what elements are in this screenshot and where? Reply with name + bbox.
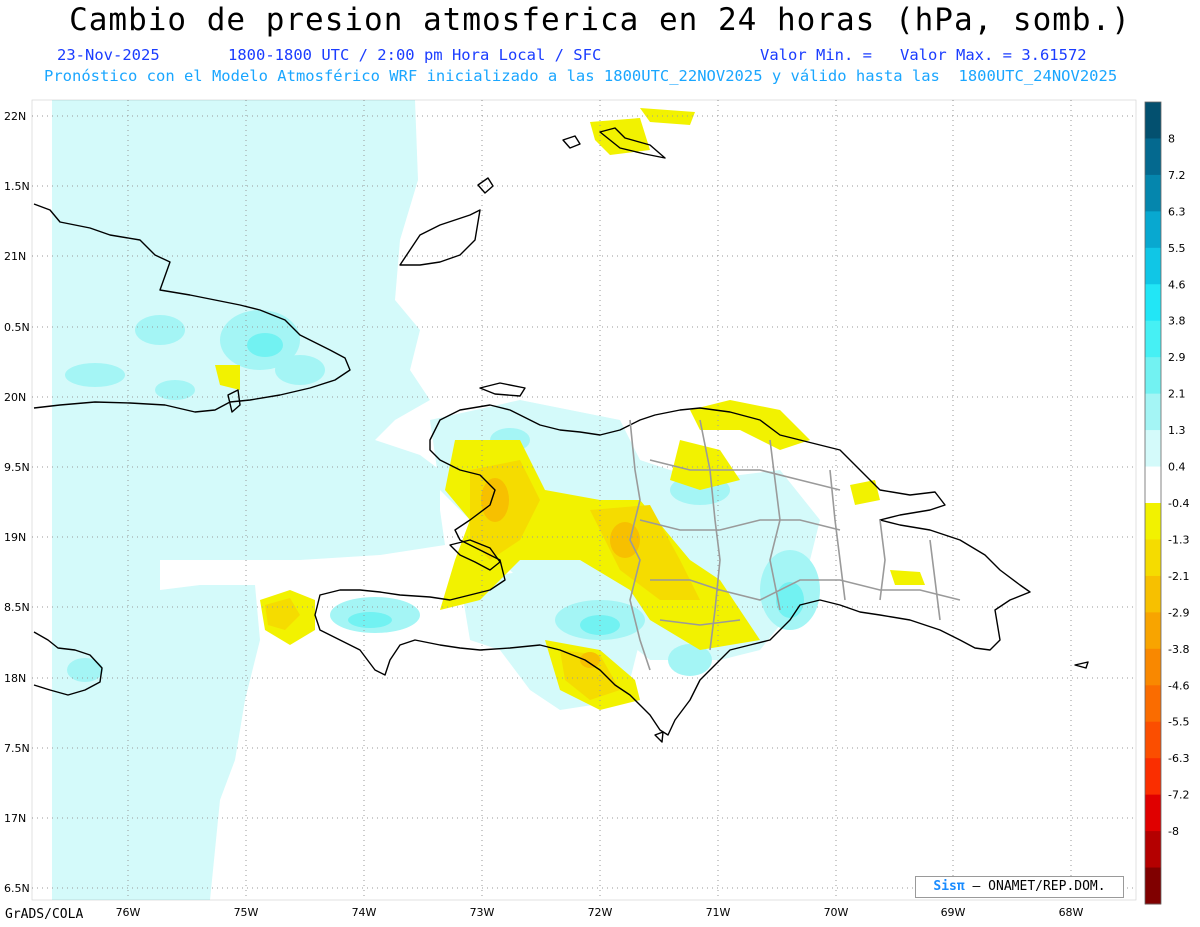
lat-labels: 22N 1.5N 21N 0.5N 20N 9.5N 19N 8.5N 18N … bbox=[4, 110, 30, 895]
colorbar-label: -7.2 bbox=[1168, 789, 1189, 802]
colorbar-label: 0.4 bbox=[1168, 461, 1186, 474]
cyan-region-west bbox=[52, 100, 445, 900]
colorbar-label: 3.8 bbox=[1168, 315, 1186, 328]
province-borders bbox=[629, 419, 961, 671]
colorbar-swatch bbox=[1145, 831, 1161, 869]
colorbar-swatch bbox=[1145, 685, 1161, 723]
lat-label: 21N bbox=[4, 250, 26, 263]
colorbar-label: 1.3 bbox=[1168, 424, 1186, 437]
lon-labels: 76W 75W 74W 73W 72W 71W 70W 69W 68W bbox=[116, 906, 1084, 919]
plot-frame bbox=[31, 99, 1137, 901]
hispaniola-coast bbox=[314, 404, 1031, 736]
lon-label: 70W bbox=[824, 906, 849, 919]
colorbar-label: -4.6 bbox=[1168, 679, 1189, 692]
colorbar-swatch bbox=[1145, 138, 1161, 176]
lat-label: 18N bbox=[4, 672, 26, 685]
colorbar-label: 7.2 bbox=[1168, 169, 1186, 182]
colorbar-swatch bbox=[1145, 539, 1161, 577]
colorbar-swatch bbox=[1145, 393, 1161, 431]
lat-label: 6.5N bbox=[4, 882, 30, 895]
map-title: Cambio de presion atmosferica en 24 hora… bbox=[69, 2, 1131, 38]
colorbar-swatch bbox=[1145, 320, 1161, 358]
lat-label: 8.5N bbox=[4, 601, 30, 614]
colorbar-label: -6.3 bbox=[1168, 752, 1189, 765]
colorbar-label: -3.8 bbox=[1168, 643, 1189, 656]
colorbar-swatch bbox=[1145, 503, 1161, 540]
lat-label: 20N bbox=[4, 391, 26, 404]
cyan-blobs-strong bbox=[247, 333, 804, 635]
colorbar-label: 8 bbox=[1168, 132, 1175, 145]
colorbar-label: -8 bbox=[1168, 825, 1179, 838]
lon-label: 69W bbox=[941, 906, 966, 919]
colorbar-label: 2.9 bbox=[1168, 351, 1186, 364]
colorbar-swatch bbox=[1145, 758, 1161, 796]
colorbar-swatch bbox=[1145, 102, 1161, 139]
lon-label: 71W bbox=[706, 906, 731, 919]
colorbar-label: -0.4 bbox=[1168, 497, 1189, 510]
lat-label: 1.5N bbox=[4, 180, 30, 193]
colorbar-label: 6.3 bbox=[1168, 205, 1186, 218]
lat-label: 7.5N bbox=[4, 742, 30, 755]
colorbar-frame bbox=[1144, 101, 1162, 905]
colorbar: 8 7.2 6.3 5.5 4.6 3.8 2.9 2.1 1.3 0.4 -0.4 -1.3 -2.1… bbox=[1144, 101, 1189, 905]
lon-label: 76W bbox=[116, 906, 141, 919]
lon-label: 74W bbox=[352, 906, 377, 919]
lon-label: 75W bbox=[234, 906, 259, 919]
max-value: Valor Max. = 3.61572 bbox=[900, 46, 1087, 64]
colorbar-swatch bbox=[1145, 174, 1161, 212]
credit-box: Sisπ – ONAMET/REP.DOM. bbox=[915, 876, 1124, 898]
colorbar-label: 2.1 bbox=[1168, 388, 1186, 401]
colorbar-swatch bbox=[1145, 247, 1161, 285]
colorbar-label: -5.5 bbox=[1168, 716, 1189, 729]
lat-label: 17N bbox=[4, 812, 26, 825]
colorbar-label: -1.3 bbox=[1168, 533, 1189, 546]
colorbar-swatch bbox=[1145, 430, 1161, 468]
colorbar-swatch bbox=[1145, 867, 1161, 905]
lon-label: 72W bbox=[588, 906, 613, 919]
colorbar-swatch bbox=[1145, 648, 1161, 686]
colorbar-swatch bbox=[1145, 721, 1161, 759]
grid bbox=[32, 100, 1136, 900]
lon-label: 73W bbox=[470, 906, 495, 919]
coastlines bbox=[33, 127, 1089, 743]
colorbar-label: -2.1 bbox=[1168, 570, 1189, 583]
colorbar-swatch bbox=[1145, 575, 1161, 613]
colorbar-swatch bbox=[1145, 794, 1161, 832]
lat-label: 9.5N bbox=[4, 461, 30, 474]
lat-label: 0.5N bbox=[4, 321, 30, 334]
credit-org: – ONAMET/REP.DOM. bbox=[972, 879, 1106, 894]
colorbar-label: 4.6 bbox=[1168, 278, 1186, 291]
colorbar-label: 5.5 bbox=[1168, 242, 1186, 255]
colorbar-swatch bbox=[1145, 284, 1161, 322]
valid-time: 1800-1800 UTC / 2:00 pm Hora Local / SFC bbox=[228, 46, 602, 64]
colorbar-swatch bbox=[1145, 466, 1161, 504]
lat-label: 22N bbox=[4, 110, 26, 123]
min-value: Valor Min. = bbox=[760, 46, 872, 64]
lat-label: 19N bbox=[4, 531, 26, 544]
colorbar-label: -2.9 bbox=[1168, 606, 1189, 619]
colorbar-swatch bbox=[1145, 357, 1161, 395]
lon-label: 68W bbox=[1059, 906, 1084, 919]
forecast-info: Pronóstico con el Modelo Atmosférico WRF… bbox=[44, 67, 1118, 85]
valid-date: 23-Nov-2025 bbox=[57, 46, 160, 64]
colorbar-swatch bbox=[1145, 612, 1161, 650]
colorbar-swatch bbox=[1145, 211, 1161, 249]
sispi-logo: Sisπ bbox=[933, 879, 965, 894]
software-credit: GrADS/COLA bbox=[5, 907, 84, 922]
